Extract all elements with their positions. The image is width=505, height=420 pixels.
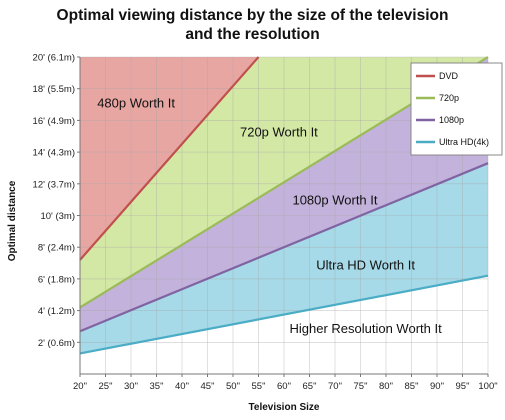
x-tick-label: 60" xyxy=(277,381,291,392)
legend-label: Ultra HD(4k) xyxy=(439,137,489,147)
x-tick-label: 35" xyxy=(150,381,164,392)
region-label: 1080p Worth It xyxy=(292,192,377,207)
region-label: Higher Resolution Worth It xyxy=(289,321,442,336)
x-tick-label: 50" xyxy=(226,381,240,392)
chart-title-line-2: and the resolution xyxy=(185,26,320,43)
x-tick-label: 95" xyxy=(456,381,470,392)
y-axis-label: Optimal distance xyxy=(7,180,18,261)
x-tick-label: 55" xyxy=(252,381,266,392)
x-tick-label: 70" xyxy=(328,381,342,392)
region-label: Ultra HD Worth It xyxy=(316,257,415,272)
region-labels: 480p Worth It 720p Worth It 1080p Worth It… xyxy=(97,96,442,336)
y-tick-label: 8' (2.4m) xyxy=(38,243,75,254)
y-tick-label: 20' (6.1m) xyxy=(33,53,75,64)
y-tick-label: 4' (1.2m) xyxy=(38,306,75,317)
series-line-dvd xyxy=(79,56,260,261)
x-tick-label: 25" xyxy=(99,381,113,392)
legend-box xyxy=(410,62,503,156)
chart-title: Optimal viewing distance by the size of … xyxy=(56,7,449,24)
y-tick-labels: 2' (0.6m) 4' (1.2m) 6' (1.8m) 8' (2.4m) 10' … xyxy=(33,53,75,349)
y-tick-label: 6' (1.8m) xyxy=(38,274,75,285)
y-tick-label: 10' (3m) xyxy=(40,211,75,222)
legend-label: DVD xyxy=(439,71,459,81)
y-tick-label: 18' (5.5m) xyxy=(33,84,75,95)
y-tick-label: 2' (0.6m) xyxy=(38,338,75,349)
region-label: 720p Worth It xyxy=(240,124,318,139)
x-tick-label: 80" xyxy=(379,381,393,392)
x-tick-label: 100" xyxy=(478,381,497,392)
x-tick-label: 30" xyxy=(124,381,138,392)
x-tick-label: 45" xyxy=(201,381,215,392)
x-tick-label: 65" xyxy=(303,381,317,392)
series-line-1080p xyxy=(79,162,489,333)
y-tick-label: 12' (3.7m) xyxy=(33,179,75,190)
y-tick-label: 16' (4.9m) xyxy=(33,116,75,127)
x-axis-label: Television Size xyxy=(249,402,320,413)
x-tick-label: 20" xyxy=(73,381,87,392)
x-tick-label: 85" xyxy=(405,381,419,392)
x-tick-label: 90" xyxy=(430,381,444,392)
legend-label: 1080p xyxy=(439,115,464,125)
x-tick-label: 75" xyxy=(354,381,368,392)
region-label: 480p Worth It xyxy=(97,96,175,111)
x-tick-label: 40" xyxy=(175,381,189,392)
y-tick-label: 14' (4.3m) xyxy=(33,148,75,159)
series-line-ultra-hd-4k- xyxy=(79,274,489,355)
x-tick-labels: 20" 25" 30" 35" 40" 45" 50" 55" 60" 65" 70" 75" 80" 8… xyxy=(73,381,498,392)
axes xyxy=(77,56,489,377)
legend-label: 720p xyxy=(439,93,459,103)
legend: DVD 720p 1080p Ultra HD(4k) xyxy=(410,62,503,156)
